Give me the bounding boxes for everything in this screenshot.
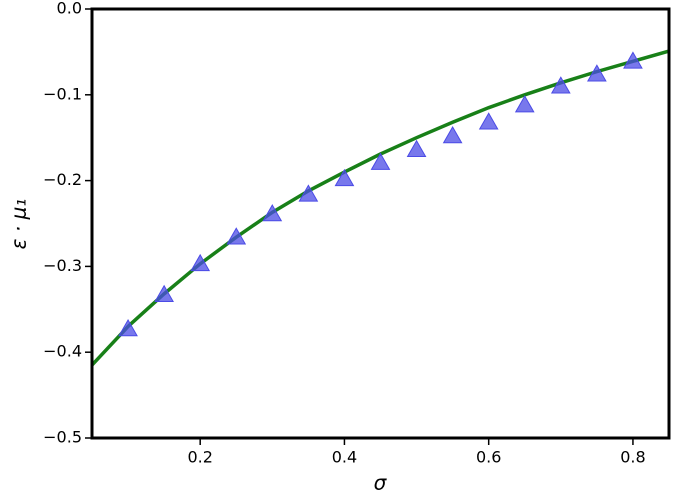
y-tick-label: −0.5 (43, 428, 82, 447)
plot-frame (90, 7, 671, 440)
triangle-marker (262, 204, 283, 222)
triangle-marker (623, 51, 643, 69)
y-axis-label: ε · μ₁ (7, 199, 31, 250)
x-tick-label: 0.4 (332, 448, 357, 467)
y-tick-label: −0.2 (43, 170, 82, 189)
triangle-marker (514, 95, 535, 113)
x-tick-label: 0.6 (476, 448, 501, 467)
triangle-marker (154, 284, 174, 302)
y-tick-label: −0.3 (43, 256, 82, 275)
y-tick-label: −0.1 (43, 84, 82, 103)
curve (90, 49, 670, 367)
x-tick-label: 0.2 (187, 448, 212, 467)
triangle-marker (370, 152, 391, 170)
triangle-marker (406, 139, 427, 157)
triangle-marker (190, 253, 211, 272)
triangle-marker (298, 184, 319, 202)
x-tick-label: 0.8 (620, 448, 645, 467)
triangle-marker (226, 227, 247, 245)
x-axis-label: σ (374, 471, 388, 495)
triangle-marker (334, 168, 355, 187)
triangle-marker (478, 112, 499, 130)
triangle-marker (442, 125, 463, 144)
triangle-marker (550, 76, 571, 94)
triangle-marker (118, 319, 138, 337)
y-tick-label: −0.4 (43, 342, 82, 361)
y-tick-label: 0.0 (57, 0, 82, 18)
triangle-marker (587, 64, 607, 82)
